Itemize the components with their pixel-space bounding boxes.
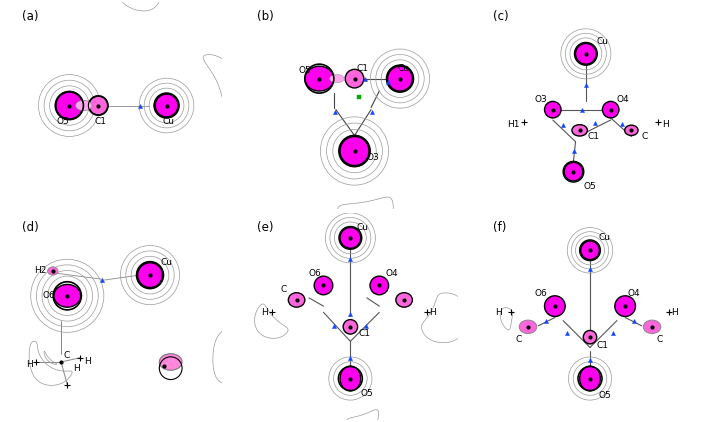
Ellipse shape — [54, 284, 81, 307]
Ellipse shape — [643, 320, 661, 333]
Text: O5: O5 — [584, 182, 596, 191]
Text: O6: O6 — [43, 291, 55, 300]
Ellipse shape — [370, 276, 389, 295]
Ellipse shape — [56, 92, 83, 119]
Text: H: H — [671, 308, 677, 317]
Text: C1: C1 — [94, 116, 106, 125]
Text: C1: C1 — [359, 328, 371, 338]
Text: H: H — [495, 308, 502, 317]
Text: O5: O5 — [57, 116, 69, 125]
Ellipse shape — [330, 75, 344, 83]
Ellipse shape — [396, 293, 413, 307]
Text: Cu: Cu — [598, 233, 610, 242]
Ellipse shape — [138, 263, 162, 287]
Text: H: H — [262, 308, 268, 317]
Text: (d): (d) — [22, 222, 38, 234]
Text: Cu: Cu — [398, 64, 410, 73]
Text: H: H — [26, 360, 33, 368]
Ellipse shape — [340, 366, 361, 391]
Text: O3: O3 — [367, 153, 379, 162]
Ellipse shape — [576, 43, 596, 64]
Text: O3: O3 — [534, 95, 547, 104]
Text: Cu: Cu — [160, 258, 172, 267]
Text: (c): (c) — [493, 11, 508, 23]
Ellipse shape — [340, 137, 369, 165]
Text: H: H — [429, 308, 436, 317]
Text: O5: O5 — [298, 66, 311, 75]
Ellipse shape — [314, 276, 333, 295]
Text: C: C — [657, 335, 662, 344]
Ellipse shape — [289, 293, 305, 307]
Text: H: H — [662, 119, 669, 129]
Ellipse shape — [388, 66, 413, 91]
Text: C: C — [280, 285, 286, 294]
Text: O4: O4 — [386, 268, 398, 278]
Ellipse shape — [155, 94, 178, 117]
Text: Cu: Cu — [162, 116, 174, 125]
Ellipse shape — [545, 101, 561, 118]
Ellipse shape — [615, 296, 635, 316]
Text: Cu: Cu — [357, 223, 369, 232]
Ellipse shape — [89, 96, 108, 115]
Text: (b): (b) — [257, 11, 274, 23]
Text: O4: O4 — [617, 95, 630, 104]
Text: O4: O4 — [627, 289, 640, 298]
Text: C: C — [642, 132, 648, 141]
Text: (a): (a) — [22, 11, 38, 23]
Ellipse shape — [545, 296, 565, 316]
Ellipse shape — [345, 69, 364, 88]
Text: O6: O6 — [534, 289, 547, 298]
Text: (e): (e) — [257, 222, 274, 234]
Text: C1: C1 — [588, 132, 600, 141]
Text: C1: C1 — [596, 341, 608, 350]
Ellipse shape — [340, 227, 361, 248]
Ellipse shape — [572, 124, 588, 136]
Text: C: C — [63, 351, 69, 360]
Text: (f): (f) — [493, 222, 506, 234]
Text: H1: H1 — [507, 119, 520, 129]
Text: H2: H2 — [34, 266, 47, 276]
Ellipse shape — [519, 320, 537, 333]
Text: H: H — [74, 364, 80, 373]
Ellipse shape — [584, 330, 597, 344]
Text: Cu: Cu — [596, 37, 608, 46]
Ellipse shape — [603, 101, 619, 118]
Text: H: H — [84, 357, 91, 366]
Text: O5: O5 — [361, 389, 374, 398]
Text: C: C — [515, 335, 522, 344]
Text: O6: O6 — [309, 268, 322, 278]
Ellipse shape — [625, 125, 638, 135]
Text: O5: O5 — [598, 391, 611, 400]
Ellipse shape — [160, 354, 182, 370]
Ellipse shape — [564, 162, 583, 181]
Ellipse shape — [581, 241, 599, 260]
Ellipse shape — [76, 100, 92, 111]
Ellipse shape — [580, 366, 601, 391]
Ellipse shape — [343, 319, 357, 334]
Ellipse shape — [48, 267, 58, 275]
Text: C1: C1 — [357, 64, 369, 73]
Ellipse shape — [305, 66, 334, 91]
